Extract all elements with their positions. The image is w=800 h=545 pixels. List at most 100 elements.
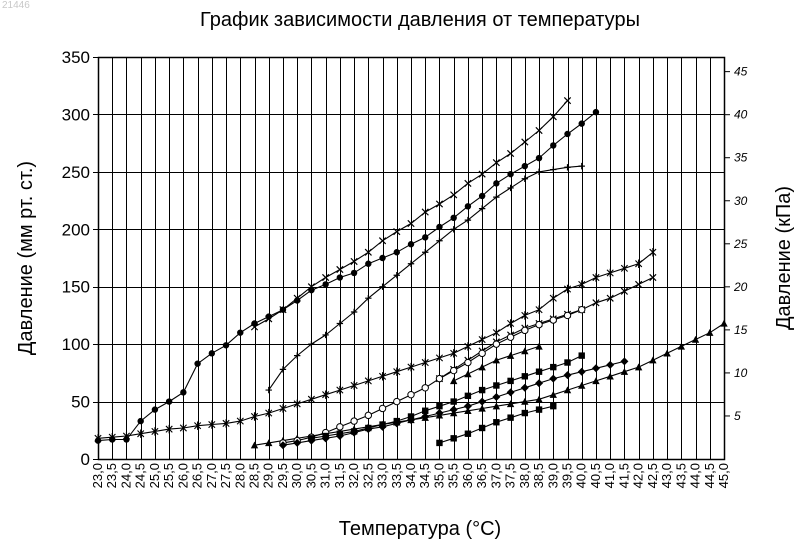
data-point (165, 424, 173, 434)
series-6 (250, 319, 728, 449)
data-point (393, 249, 400, 256)
data-point (194, 360, 201, 367)
x-tick-label: 41,5 (616, 463, 631, 488)
x-tick-label-group: 23,5 (104, 463, 119, 488)
data-point (435, 200, 444, 208)
data-point (422, 407, 429, 414)
x-tick-label: 39,0 (545, 463, 560, 488)
data-point (507, 184, 514, 192)
x-tick-label: 28,5 (247, 463, 262, 488)
x-tick-label: 32,0 (346, 463, 361, 488)
data-point (577, 367, 586, 376)
x-tick-label-group: 24,5 (133, 463, 148, 488)
data-point (563, 386, 572, 394)
data-point (563, 97, 572, 105)
x-tick-label: 26,0 (175, 463, 190, 488)
x-tick-label-group: 41,5 (616, 463, 631, 488)
data-point (706, 328, 714, 336)
x-tick-label: 28,0 (232, 463, 247, 488)
data-point (222, 419, 230, 428)
x-tick-label: 27,0 (204, 463, 219, 488)
y-tick-label: 150 (62, 278, 90, 297)
data-point (592, 273, 600, 282)
data-point (535, 379, 544, 388)
data-point (535, 368, 543, 375)
x-tick-label-group: 45,0 (716, 463, 731, 488)
chart-title: График зависимости давления от температу… (200, 9, 640, 31)
data-point (436, 237, 443, 244)
x-tick-label: 39,5 (560, 463, 575, 488)
data-point (365, 295, 372, 302)
y2-tick-label: 20 (733, 280, 748, 294)
data-point (492, 356, 501, 364)
x-tick-label: 23,5 (104, 463, 119, 488)
data-point (194, 421, 202, 430)
data-point (435, 374, 444, 383)
data-point (506, 388, 515, 397)
data-point (478, 386, 486, 394)
data-point (535, 305, 543, 314)
data-point (620, 368, 629, 375)
x-tick-label: 43,5 (673, 463, 688, 488)
data-point (549, 113, 557, 121)
x-tick-label-group: 24,0 (118, 463, 133, 488)
data-point (407, 362, 415, 372)
data-point (364, 411, 373, 420)
x-tick-label: 34,0 (403, 463, 418, 488)
x-tick-label: 38,5 (531, 463, 546, 488)
x-tick-label: 29,0 (261, 463, 276, 488)
series-11 (449, 342, 543, 385)
data-point (308, 340, 315, 348)
series-3 (265, 162, 585, 394)
y-tick-label: 200 (62, 220, 90, 239)
data-point (563, 371, 572, 380)
x-tick-label: 33,0 (375, 463, 390, 488)
data-point (691, 335, 700, 343)
x-tick-label-group: 40,0 (574, 463, 589, 488)
x-tick-label-group: 25,5 (161, 463, 176, 488)
data-point (393, 227, 401, 236)
x-tick-label: 41,0 (602, 463, 617, 488)
data-point (563, 311, 572, 320)
data-point (393, 367, 401, 376)
data-point (407, 415, 415, 424)
data-point (507, 319, 515, 328)
series-line (439, 277, 654, 380)
data-point (550, 363, 557, 371)
series-line (311, 355, 582, 439)
data-point (450, 435, 457, 442)
data-point (507, 414, 514, 421)
data-point (535, 168, 543, 176)
data-point (464, 358, 472, 367)
data-point (378, 422, 387, 431)
series-4 (94, 248, 657, 443)
data-point (350, 381, 358, 390)
data-point (521, 373, 529, 380)
x-tick-label: 40,5 (588, 463, 603, 488)
x-tick-label-group: 34,0 (403, 463, 418, 488)
x-tick-label-group: 36,0 (460, 463, 475, 488)
y2-axis-label: Давление (кПа) (773, 186, 795, 330)
y-tick-label: 100 (62, 335, 90, 354)
data-point (564, 359, 571, 366)
x-tick-label-group: 43,0 (659, 463, 674, 488)
x-tick-label-group: 32,0 (346, 463, 361, 488)
data-point (379, 283, 386, 290)
data-point (677, 342, 686, 350)
data-point (379, 254, 386, 262)
x-tick-label-group: 38,0 (517, 463, 532, 488)
data-point (492, 392, 501, 401)
data-point (507, 377, 514, 385)
y2-axis-label-group: Давление (кПа) (773, 186, 795, 330)
data-point (407, 260, 415, 267)
y2-tick-label: 15 (734, 323, 748, 337)
x-tick-label: 25,0 (147, 463, 162, 488)
data-point (549, 390, 557, 398)
x-tick-label: 44,0 (688, 463, 703, 488)
data-point (592, 108, 600, 116)
data-point (222, 342, 230, 349)
data-point (436, 223, 443, 231)
data-point (620, 287, 629, 295)
data-point (421, 208, 429, 216)
